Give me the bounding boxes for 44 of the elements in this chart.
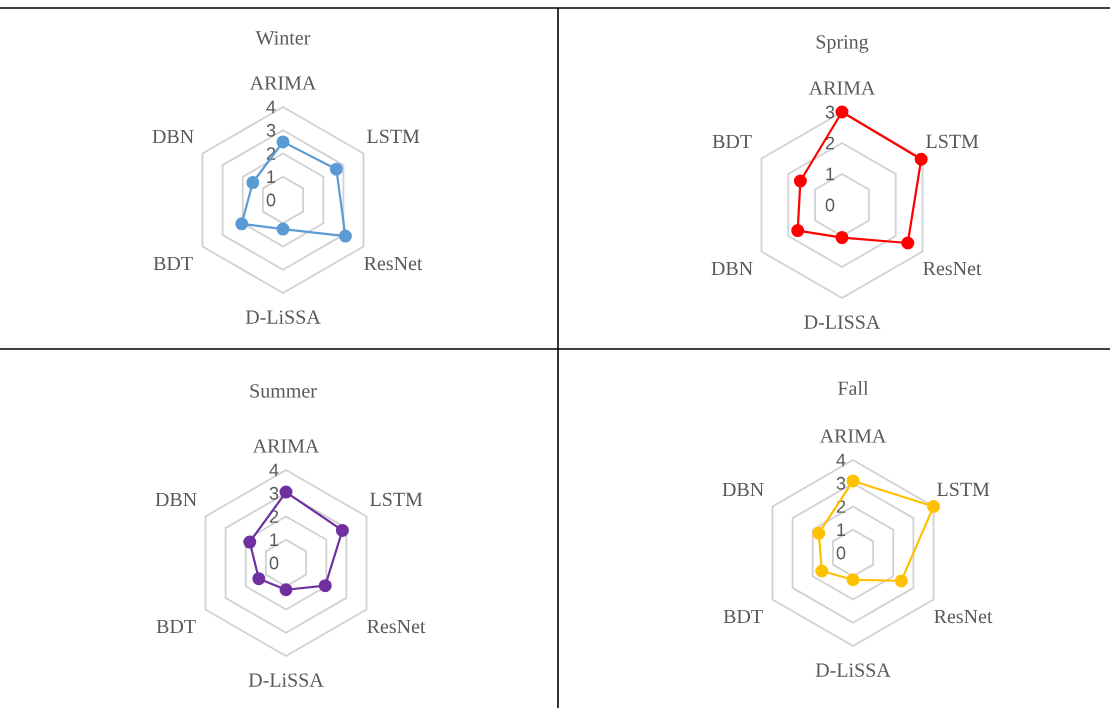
spoke-label: D-LiSSA [248, 673, 324, 687]
y-tick-label: 0 [836, 546, 846, 560]
chart-title: Winter [255, 31, 311, 45]
y-tick-label: 1 [267, 170, 276, 183]
y-tick-label: 1 [270, 533, 279, 546]
spoke-label: ResNet [923, 261, 982, 276]
y-tick-label: 2 [825, 136, 835, 150]
y-tick-label: 1 [826, 167, 835, 181]
y-tick-label: 3 [825, 105, 835, 119]
spoke-label: ARIMA [819, 429, 887, 443]
spoke-label: BDT [712, 134, 752, 149]
y-tick-label: 4 [836, 453, 846, 467]
spoke-label: ARIMA [252, 439, 320, 453]
y-tick-label: 1 [837, 523, 846, 536]
chart-title: Spring [816, 35, 869, 53]
spoke-label: ARIMA [249, 76, 317, 90]
spoke-label: DBN [722, 482, 764, 497]
y-tick-label: 4 [266, 100, 276, 114]
y-tick-label: 3 [836, 476, 846, 490]
spoke-label: BDT [723, 609, 763, 624]
chart-title: Fall [838, 380, 869, 396]
spoke-label: ResNet [934, 609, 993, 624]
y-tick-label: 3 [266, 123, 276, 137]
y-tick-label: 0 [266, 193, 276, 207]
spoke-label: D-LiSSA [815, 663, 891, 677]
spoke-label: DBN [155, 492, 197, 507]
spoke-label: DBN [152, 129, 194, 144]
spoke-label: LSTM [937, 482, 990, 497]
chart-title: Summer [250, 384, 317, 398]
y-tick-label: 4 [269, 463, 279, 477]
spoke-label: D-LiSSA [245, 310, 321, 324]
spoke-label: ResNet [367, 619, 426, 634]
y-tick-label: 0 [825, 198, 835, 212]
spoke-label: ARIMA [808, 81, 876, 95]
spoke-label: ResNet [364, 256, 423, 271]
spoke-label: BDT [153, 256, 193, 271]
spoke-label: DBN [711, 261, 753, 276]
spoke-label: BDT [156, 619, 196, 634]
y-tick-label: 0 [269, 556, 279, 570]
spoke-label: D-LISSA [804, 315, 881, 329]
spoke-label: LSTM [926, 134, 979, 149]
spoke-label: LSTM [367, 129, 420, 144]
spoke-label: LSTM [370, 492, 423, 507]
y-tick-label: 3 [269, 486, 279, 500]
